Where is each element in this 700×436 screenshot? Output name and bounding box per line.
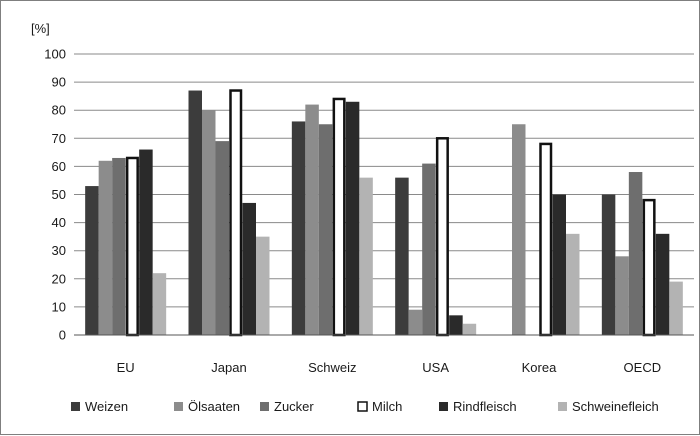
bar-milch-usa	[435, 137, 449, 337]
bar-schweinefleich-schweiz	[359, 177, 373, 335]
legend: Weizen Ölsaaten Zucker Milch Rindfleisch Schw…	[71, 399, 659, 414]
y-tick-label: 80	[52, 103, 66, 118]
bars	[85, 89, 683, 337]
bar-rindfleisch-eu	[139, 149, 153, 335]
legend-label: Rindfleisch	[453, 399, 517, 414]
bar-ölsaaten-japan	[202, 110, 216, 335]
category-label: Schweiz	[308, 360, 356, 375]
y-tick-label: 100	[44, 47, 66, 62]
bar-schweinefleich-japan	[256, 236, 270, 335]
bar-schweinefleich-eu	[152, 273, 167, 335]
legend-swatch	[260, 402, 269, 411]
y-tick-label: 50	[52, 187, 66, 202]
bar-zucker-eu	[112, 157, 126, 335]
bar-zucker-schweiz	[318, 124, 333, 335]
y-tick-label: 0	[59, 328, 66, 343]
bar-milch-oecd	[642, 198, 656, 337]
y-tick-label: 70	[52, 131, 66, 146]
bar-ölsaaten-eu	[98, 160, 113, 335]
legend-label: Milch	[372, 399, 402, 414]
bar-ölsaaten-korea	[512, 124, 526, 335]
legend-swatch	[357, 401, 368, 412]
bar-zucker-oecd	[628, 172, 643, 335]
bar-rindfleisch-schweiz	[345, 101, 360, 336]
category-label: EU	[117, 360, 135, 375]
bar-weizen-japan	[188, 90, 202, 335]
legend-label: Schweinefleich	[572, 399, 659, 414]
bar-milch-eu	[125, 156, 139, 337]
legend-swatch	[174, 402, 183, 411]
legend-swatch	[558, 402, 567, 411]
y-tick-label: 10	[52, 299, 66, 314]
bar-weizen-eu	[85, 186, 99, 335]
y-tick-label: 60	[52, 159, 66, 174]
bar-schweinefleich-usa	[462, 323, 477, 335]
category-label: OECD	[624, 360, 662, 375]
y-axis-unit-label: [%]	[31, 21, 50, 36]
bar-milch-korea	[539, 142, 553, 337]
bar-schweinefleich-oecd	[669, 281, 683, 335]
category-labels: EU Japan Schweiz USA Korea OECD	[117, 360, 661, 375]
y-tick-label: 20	[52, 271, 66, 286]
bar-rindfleisch-usa	[449, 315, 463, 335]
bar-rindfleisch-japan	[242, 202, 256, 335]
y-axis-ticks: 0 10 20 30 40 50 60 70 80 90 100	[44, 47, 66, 343]
category-label: Japan	[211, 360, 246, 375]
bar-zucker-japan	[215, 141, 229, 335]
legend-label: Zucker	[274, 399, 314, 414]
y-tick-label: 30	[52, 243, 66, 258]
legend-label: Weizen	[85, 399, 128, 414]
bar-milch-schweiz	[332, 97, 346, 337]
y-tick-label: 90	[52, 75, 66, 90]
bar-weizen-usa	[395, 177, 409, 335]
bar-weizen-schweiz	[291, 121, 306, 335]
bar-weizen-oecd	[601, 194, 616, 335]
legend-swatch	[71, 402, 80, 411]
category-label: USA	[422, 360, 449, 375]
bar-ölsaaten-schweiz	[305, 104, 319, 335]
bar-ölsaaten-usa	[408, 309, 423, 335]
bar-schweinefleich-korea	[566, 233, 580, 335]
bar-rindfleisch-oecd	[655, 233, 670, 335]
bar-milch-japan	[229, 89, 243, 337]
legend-label: Ölsaaten	[188, 399, 240, 414]
legend-swatch	[439, 402, 448, 411]
bar-zucker-usa	[422, 163, 436, 335]
category-label: Korea	[522, 360, 557, 375]
y-tick-label: 40	[52, 215, 66, 230]
bar-ölsaaten-oecd	[615, 256, 629, 335]
bar-rindfleisch-korea	[552, 194, 566, 335]
gridlines	[74, 53, 694, 336]
